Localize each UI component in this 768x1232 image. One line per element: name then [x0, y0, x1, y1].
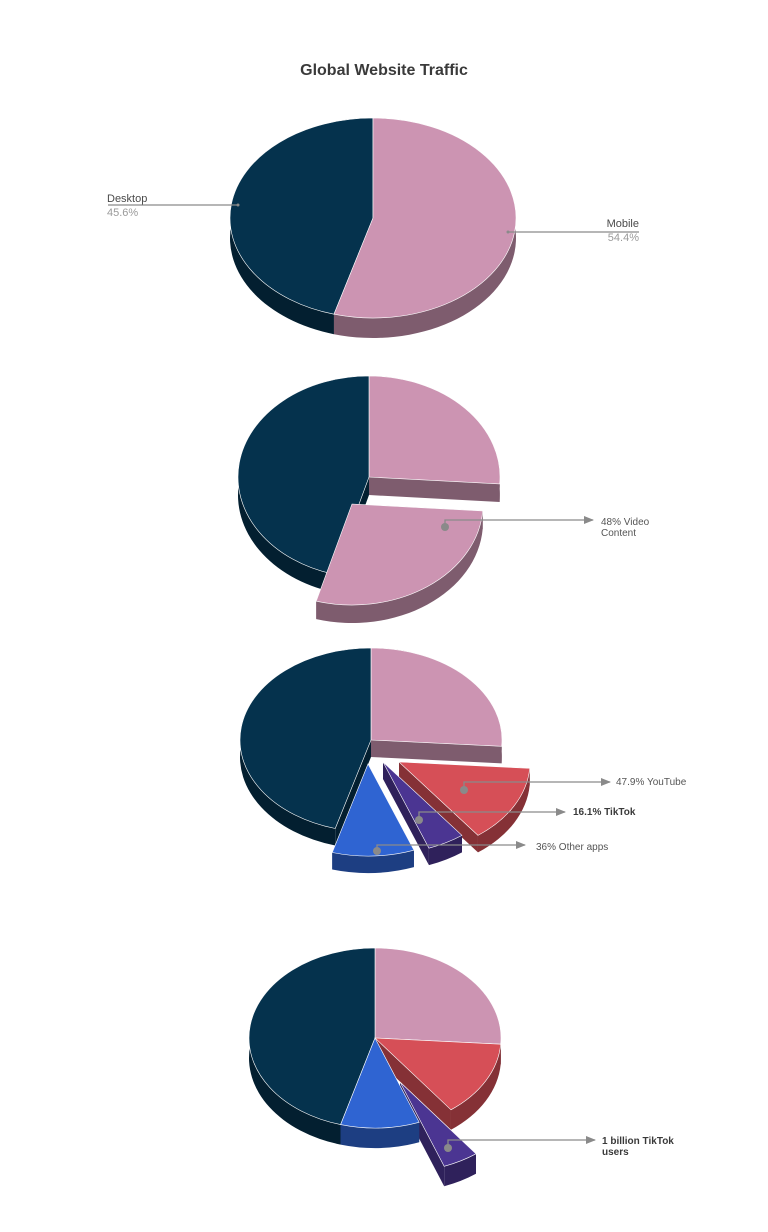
label-tiktok-users-line2: users [602, 1147, 629, 1158]
label-mobile-value: 54.4% [608, 232, 639, 244]
leader-tiktok [415, 808, 566, 824]
pie-3-slice-mobile [370, 647, 503, 764]
leader-other-apps [373, 841, 526, 855]
label-tiktok-users-line1: 1 billion TikTok [602, 1136, 674, 1147]
label-mobile-name: Mobile [607, 218, 639, 230]
chart-title: Global Website Traffic [300, 62, 468, 79]
label-desktop-value: 45.6% [107, 207, 138, 219]
pie-4-slice-other-apps [340, 1037, 420, 1149]
leader-youtube [460, 778, 611, 794]
label-video-line1: 48% Video [601, 517, 650, 528]
leader-desktop [108, 203, 240, 207]
leader-mobile [506, 230, 639, 234]
pie-3-slice-youtube [398, 761, 531, 853]
label-video-line2: Content [601, 528, 636, 539]
pie-2-slice-video-content [315, 503, 484, 623]
pie-3-slice-desktop [239, 647, 372, 846]
label-other-apps: 36% Other apps [536, 842, 608, 853]
label-desktop-name: Desktop [107, 193, 147, 205]
pie-3-slice-other-apps [331, 763, 415, 873]
pie-3-slice-tiktok [382, 761, 463, 866]
leader-tiktok-users [444, 1136, 596, 1152]
pie-4-slice-youtube [374, 1037, 502, 1130]
label-tiktok: 16.1% TikTok [573, 807, 636, 818]
label-youtube: 47.9% YouTube [616, 777, 687, 788]
pie-2-slice-mobile [368, 375, 501, 502]
leader-video [441, 516, 594, 531]
